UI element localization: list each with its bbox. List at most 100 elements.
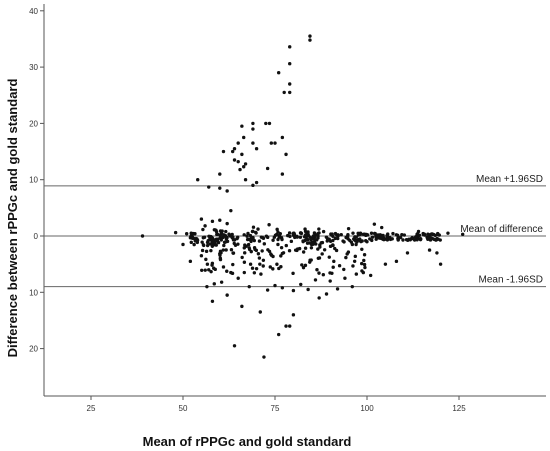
data-point [225, 269, 229, 273]
data-point [218, 253, 222, 257]
x-tick-label: 100 [360, 404, 374, 413]
data-point [320, 252, 324, 256]
data-point [210, 219, 215, 224]
data-point [291, 288, 296, 293]
data-point [370, 235, 375, 239]
data-point [242, 165, 246, 169]
data-point [317, 227, 321, 231]
data-point [236, 276, 240, 280]
data-point [224, 229, 228, 234]
data-point [184, 232, 189, 236]
data-point [360, 261, 364, 266]
data-point [212, 282, 216, 286]
data-point [242, 135, 246, 140]
data-point [280, 237, 284, 242]
data-point [317, 296, 321, 300]
data-point [277, 233, 282, 238]
data-point [308, 34, 312, 38]
data-point [230, 232, 234, 237]
data-point [207, 185, 211, 189]
data-point [245, 234, 249, 238]
data-point [358, 238, 362, 243]
data-point [394, 259, 399, 264]
data-point [351, 231, 355, 235]
data-point [204, 249, 209, 254]
reference-line-label: Mean +1.96SD [476, 174, 543, 185]
data-point [225, 189, 229, 193]
data-point [331, 265, 335, 269]
data-point [219, 280, 224, 284]
data-point [405, 251, 410, 255]
data-point [225, 293, 229, 297]
data-point [218, 257, 223, 262]
data-point [201, 227, 205, 232]
data-point [336, 233, 340, 237]
data-point [284, 243, 288, 248]
data-point [284, 152, 288, 157]
data-point [363, 265, 367, 270]
data-point [190, 235, 195, 239]
data-point [199, 254, 204, 258]
data-point [221, 265, 226, 269]
reference-line-label: Mean of difference [460, 224, 543, 235]
data-point [271, 267, 275, 271]
data-point [317, 271, 321, 275]
data-point [261, 258, 266, 262]
data-point [288, 82, 292, 86]
data-point [306, 287, 310, 292]
data-point [342, 240, 346, 244]
data-point [222, 243, 226, 248]
data-point [427, 248, 432, 252]
data-point [196, 178, 200, 182]
data-point [383, 262, 388, 266]
data-point [396, 236, 400, 241]
data-point [309, 237, 313, 241]
data-point [321, 272, 326, 277]
data-point [221, 149, 226, 154]
data-point [265, 235, 270, 240]
data-point [218, 186, 222, 190]
data-point [235, 236, 239, 241]
data-point [240, 124, 244, 128]
data-point [205, 262, 210, 266]
data-point [248, 262, 253, 266]
data-point [209, 269, 213, 274]
data-point [269, 252, 273, 256]
data-point [288, 90, 292, 95]
data-point [252, 238, 256, 243]
data-point [243, 162, 248, 166]
data-point [248, 233, 253, 238]
data-point [224, 248, 228, 252]
data-point [309, 258, 313, 262]
data-point [282, 90, 286, 95]
data-point [333, 246, 337, 251]
data-point [395, 233, 400, 238]
data-point [423, 233, 427, 237]
data-point [322, 248, 327, 252]
data-point [243, 243, 247, 247]
data-point [243, 178, 248, 182]
data-point [358, 232, 362, 237]
data-point [268, 265, 272, 269]
data-point [309, 246, 314, 250]
data-point [258, 262, 262, 266]
data-point [229, 248, 234, 252]
data-point [362, 262, 367, 267]
data-point [435, 251, 439, 255]
y-tick-label: 0 [34, 232, 39, 241]
data-point [325, 236, 330, 241]
data-point [391, 231, 395, 236]
data-point [211, 266, 216, 270]
data-point [262, 242, 267, 246]
data-point [209, 248, 213, 253]
data-point [365, 240, 369, 244]
data-point [219, 238, 223, 242]
data-point [401, 238, 405, 242]
data-point [203, 268, 207, 272]
data-point [173, 230, 178, 235]
data-point [279, 264, 283, 269]
data-point [308, 38, 312, 42]
data-point [313, 235, 317, 239]
data-point [400, 233, 404, 237]
data-point [181, 242, 185, 247]
